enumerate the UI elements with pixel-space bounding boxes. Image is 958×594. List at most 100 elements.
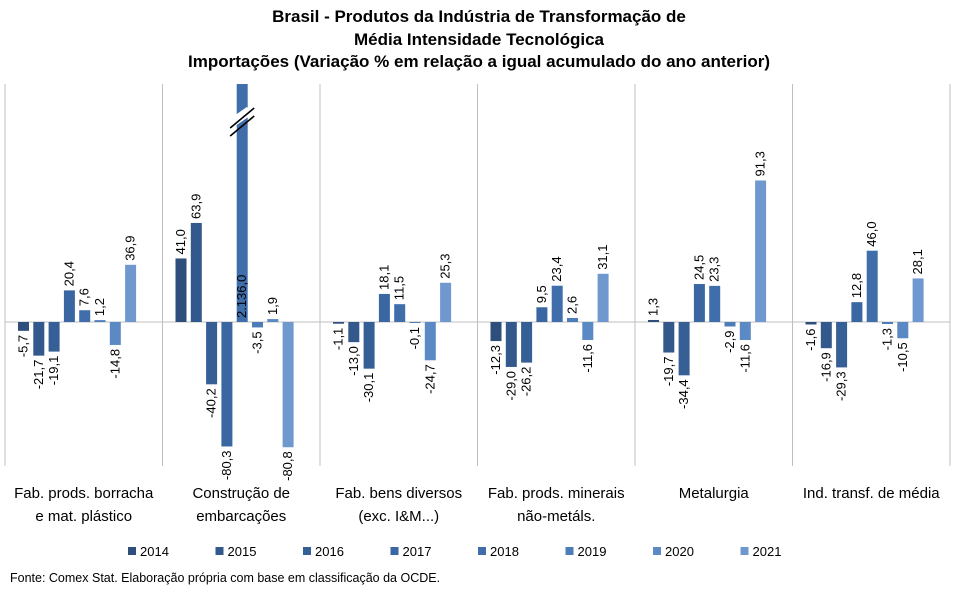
category-label: Fab. bens diversos [335, 485, 462, 502]
legend-label-2018: 2018 [490, 544, 519, 559]
chart-axes [4, 84, 951, 466]
bar-2016-cat-5 [678, 322, 690, 376]
bar-2017-cat-3 [378, 293, 390, 322]
legend-label-2017: 2017 [403, 544, 432, 559]
bar-2020-cat-4 [582, 322, 594, 340]
bar-2014-cat-5 [648, 319, 659, 322]
bar-2020-cat-6 [897, 322, 909, 339]
legend-swatch-2016 [303, 547, 311, 555]
data-label: -29,3 [834, 371, 849, 401]
category-label: Fab. prods. borracha [14, 485, 154, 502]
data-label: 12,8 [849, 273, 864, 298]
data-label: 23,3 [707, 257, 722, 282]
data-labels: -5,7 41,0 -1,1 -12,3 1,3 -1,6 -21,7 63,9 -13,0 -2… [16, 151, 926, 481]
data-label: 46,0 [864, 221, 879, 246]
bar-2016-cat-3 [363, 322, 375, 369]
data-label: -19,7 [661, 357, 676, 387]
data-label: -13,0 [346, 346, 361, 376]
bar-2021-cat-1 [125, 264, 137, 322]
data-label: -40,2 [204, 388, 219, 418]
chart-bars [18, 84, 924, 448]
legend-swatch-2021 [740, 547, 749, 555]
category-label: (exc. I&M...) [358, 508, 439, 525]
category-label: e mat. plástico [35, 508, 132, 525]
bar-2014-cat-2 [175, 258, 187, 322]
category-label: Fab. prods. minerais [488, 485, 625, 502]
legend-swatch-2014 [128, 547, 136, 555]
data-label: -34,4 [676, 379, 691, 409]
category-label: não-metáls. [517, 508, 595, 525]
data-label: -5,7 [16, 335, 31, 357]
legend-label-2014: 2014 [140, 544, 169, 559]
legend-swatch-2019 [565, 547, 574, 555]
source-note: Fonte: Comex Stat. Elaboração própria co… [10, 571, 441, 585]
data-label: -29,0 [503, 371, 518, 401]
data-label: -3,5 [250, 331, 265, 353]
category-label: Ind. transf. de média [803, 485, 940, 502]
bar-2015-cat-3 [348, 322, 360, 343]
data-label: 36,9 [123, 235, 138, 260]
bar-2016-cat-1 [48, 322, 60, 352]
bar-2018-cat-4 [551, 285, 563, 322]
data-label: 23,4 [549, 256, 564, 281]
bar-2017-cat-5 [693, 284, 705, 322]
data-label: -2,9 [722, 330, 737, 352]
bar-2015-cat-6 [820, 322, 832, 349]
data-label: -24,7 [422, 364, 437, 394]
bar-2019-cat-4 [567, 317, 578, 322]
data-label: 31,1 [595, 244, 610, 269]
bar-2019-cat-2 [252, 322, 263, 328]
data-label: -1,6 [803, 328, 818, 350]
bar-2019-cat-1 [94, 320, 106, 322]
bar-2018-cat-2 [236, 84, 248, 322]
bar-2014-cat-3 [333, 322, 344, 324]
bar-2015-cat-4 [505, 322, 517, 367]
chart-title-line-2: Média Intensidade Tecnológica [353, 29, 604, 49]
data-label: 63,9 [188, 194, 203, 219]
legend-swatch-2018 [478, 547, 486, 555]
bar-2017-cat-6 [851, 302, 863, 322]
bar-2018-cat-6 [866, 250, 878, 322]
data-label: -1,3 [880, 328, 895, 350]
data-label: 28,1 [910, 249, 925, 274]
bar-2014-cat-4 [490, 322, 502, 342]
data-label: 41,0 [173, 229, 188, 254]
legend-swatch-2020 [653, 547, 661, 555]
data-label: 2.136,0 [234, 275, 249, 318]
bar-2020-cat-2 [267, 319, 279, 322]
data-label: 18,1 [376, 265, 391, 290]
bar-2016-cat-6 [836, 322, 848, 368]
data-label: -12,3 [488, 345, 503, 375]
data-label: -0,1 [407, 327, 422, 349]
bar-2020-cat-1 [109, 322, 121, 345]
legend-label-2021: 2021 [753, 544, 782, 559]
chart-legend: 2014 2015 2016 2017 2018 2019 2020 2021 [128, 544, 781, 559]
legend-swatch-2015 [215, 547, 224, 555]
data-label: 7,6 [77, 288, 92, 306]
category-labels: Fab. prods. borracha e mat. plástico Const… [14, 485, 940, 525]
bar-2019-cat-6 [882, 322, 893, 325]
axis-break-mark [229, 115, 255, 137]
category-label: Metalurgia [679, 485, 750, 502]
bar-2014-cat-1 [18, 322, 29, 331]
legend-label-2015: 2015 [228, 544, 257, 559]
category-label: Construção de [192, 485, 290, 502]
bar-2015-cat-1 [33, 322, 45, 356]
bar-2020-cat-5 [739, 322, 751, 340]
data-label: 9,5 [534, 285, 549, 303]
data-label: 91,3 [753, 151, 768, 176]
bar-2016-cat-2 [206, 322, 218, 385]
data-label: -10,5 [895, 342, 910, 372]
bar-2021-cat-4 [597, 273, 609, 322]
bar-2017-cat-2 [221, 322, 233, 447]
data-label: 1,9 [265, 297, 280, 315]
data-label: -19,1 [46, 356, 61, 386]
bar-2017-cat-4 [536, 307, 548, 322]
data-label: 20,4 [61, 261, 76, 286]
data-label: -1,1 [331, 328, 346, 350]
data-label: -11,6 [580, 344, 595, 373]
bar-2019-cat-3 [409, 322, 421, 323]
axis-break-mark [229, 107, 255, 129]
chart-title-line-3: Importações (Variação % em relação a igu… [188, 52, 770, 71]
